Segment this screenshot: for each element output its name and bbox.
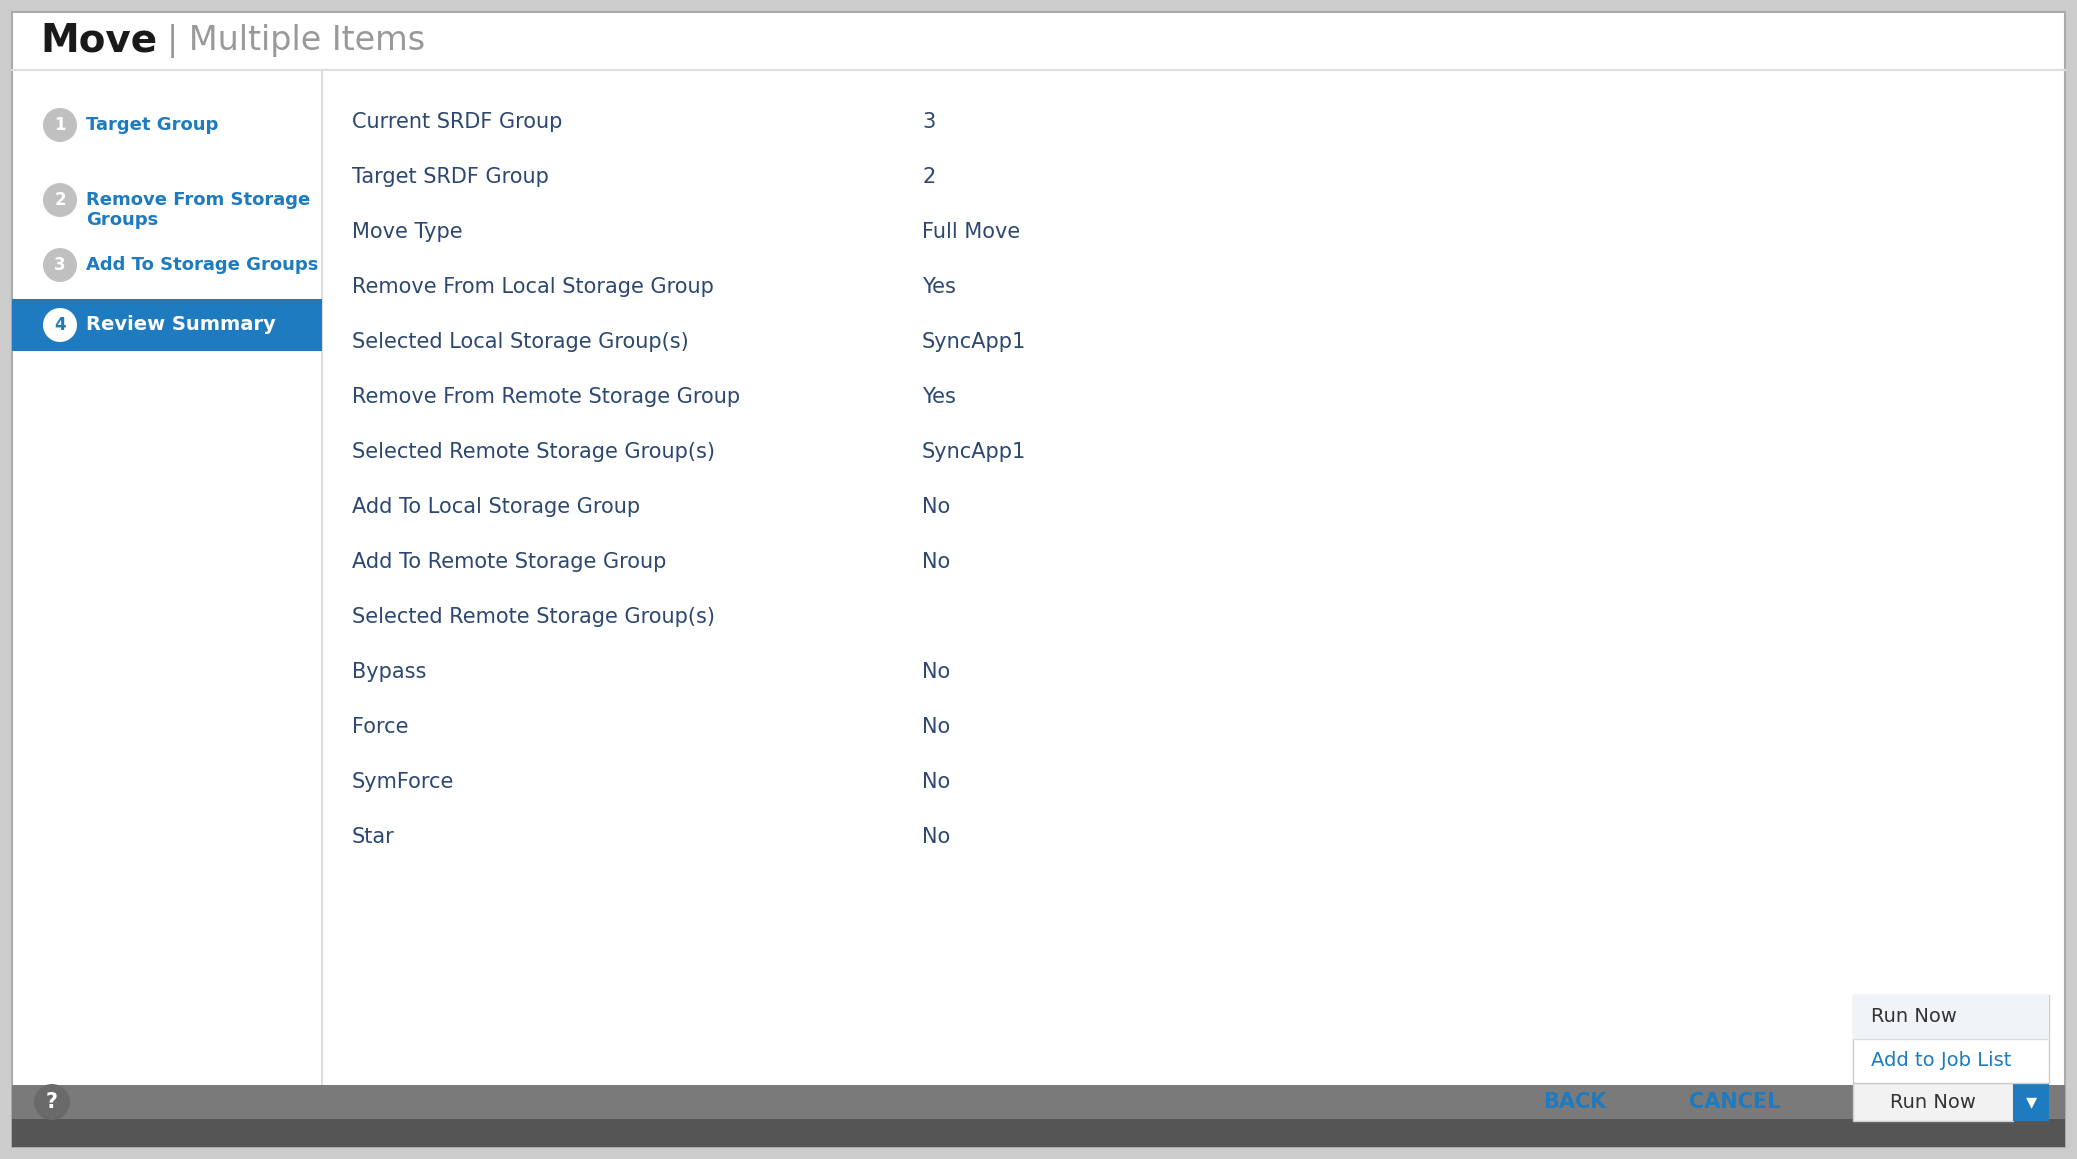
Text: SyncApp1: SyncApp1: [922, 442, 1026, 462]
Text: Bypass: Bypass: [351, 662, 426, 681]
Text: No: No: [922, 552, 951, 573]
Text: Full Move: Full Move: [922, 223, 1020, 242]
Text: Move: Move: [39, 22, 158, 60]
Circle shape: [44, 308, 77, 342]
Text: No: No: [922, 662, 951, 681]
Text: Selected Local Storage Group(s): Selected Local Storage Group(s): [351, 331, 690, 352]
Text: Current SRDF Group: Current SRDF Group: [351, 112, 563, 132]
Text: Remove From Storage: Remove From Storage: [85, 191, 309, 209]
Text: Add To Remote Storage Group: Add To Remote Storage Group: [351, 552, 667, 573]
Text: Add to Job List: Add to Job List: [1871, 1051, 2011, 1071]
Text: Run Now: Run Now: [1871, 1007, 1957, 1027]
Circle shape: [33, 1084, 71, 1120]
Text: SymForce: SymForce: [351, 772, 455, 792]
Circle shape: [44, 108, 77, 143]
Text: Review Summary: Review Summary: [85, 315, 276, 335]
Text: Selected Remote Storage Group(s): Selected Remote Storage Group(s): [351, 442, 714, 462]
FancyBboxPatch shape: [1853, 994, 2050, 1083]
Text: Run Now: Run Now: [1890, 1093, 1975, 1111]
Text: ?: ?: [46, 1092, 58, 1111]
Circle shape: [44, 248, 77, 282]
Text: Groups: Groups: [85, 211, 158, 229]
Text: 3: 3: [922, 112, 935, 132]
Text: ▾: ▾: [2025, 1092, 2038, 1111]
FancyBboxPatch shape: [12, 1118, 2065, 1147]
Text: Target SRDF Group: Target SRDF Group: [351, 167, 548, 187]
Text: 2: 2: [54, 191, 66, 209]
Text: | Multiple Items: | Multiple Items: [166, 24, 426, 58]
Text: 1: 1: [54, 116, 66, 134]
FancyBboxPatch shape: [1853, 1083, 2013, 1121]
Circle shape: [44, 183, 77, 217]
Text: No: No: [922, 497, 951, 517]
Text: CANCEL: CANCEL: [1689, 1092, 1780, 1111]
FancyBboxPatch shape: [12, 1085, 2065, 1118]
Text: Selected Remote Storage Group(s): Selected Remote Storage Group(s): [351, 607, 714, 627]
Text: Yes: Yes: [922, 277, 955, 297]
Text: Move Type: Move Type: [351, 223, 463, 242]
Text: Yes: Yes: [922, 387, 955, 407]
Text: Add To Local Storage Group: Add To Local Storage Group: [351, 497, 640, 517]
FancyBboxPatch shape: [2013, 1083, 2050, 1121]
Text: No: No: [922, 772, 951, 792]
Text: Remove From Local Storage Group: Remove From Local Storage Group: [351, 277, 714, 297]
Text: Remove From Remote Storage Group: Remove From Remote Storage Group: [351, 387, 739, 407]
Text: SyncApp1: SyncApp1: [922, 331, 1026, 352]
Text: 2: 2: [922, 167, 935, 187]
Text: Force: Force: [351, 717, 409, 737]
Text: Star: Star: [351, 828, 395, 847]
FancyBboxPatch shape: [1853, 994, 2050, 1038]
FancyBboxPatch shape: [12, 12, 2065, 1147]
Text: BACK: BACK: [1543, 1092, 1608, 1111]
Text: 3: 3: [54, 256, 66, 274]
Text: 4: 4: [54, 316, 66, 334]
FancyBboxPatch shape: [12, 299, 322, 351]
Text: Target Group: Target Group: [85, 116, 218, 134]
Text: Add To Storage Groups: Add To Storage Groups: [85, 256, 318, 274]
Text: No: No: [922, 828, 951, 847]
Text: No: No: [922, 717, 951, 737]
